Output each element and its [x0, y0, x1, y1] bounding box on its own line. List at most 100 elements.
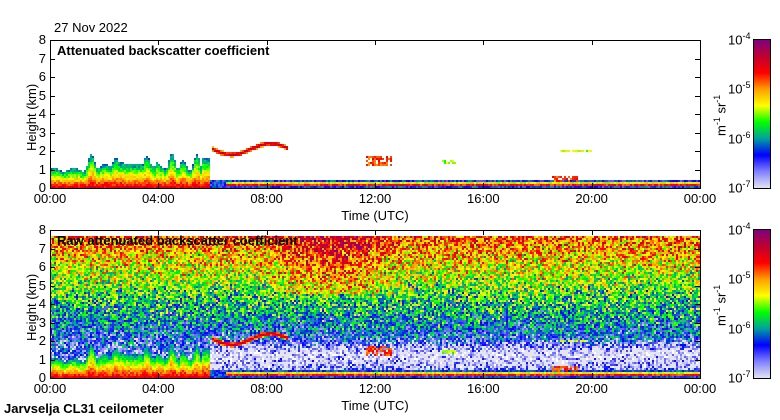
panel-1-y-tick-right: [695, 95, 700, 97]
tick-base: 10: [728, 222, 743, 238]
panel-2-x-tick-label: 00:00: [683, 381, 717, 396]
panel-2-y-tick: [50, 378, 55, 379]
panel-2-x-tick: [700, 373, 701, 378]
panel-2-y-tick: [50, 341, 55, 342]
panel-2-y-tick-label: 2: [38, 333, 46, 348]
panel-2-y-tick-right: [695, 304, 700, 305]
panel-2-y-tick: [50, 230, 55, 231]
panel-2-y-axis-label: Height (km): [24, 273, 39, 341]
panel-1-x-tick-label: 12:00: [358, 191, 392, 206]
tick-base: 10: [728, 130, 743, 146]
tick-exponent: -4: [742, 31, 751, 41]
panel-2-y-tick-right: [695, 359, 700, 361]
panel-2-x-tick-top: [266, 230, 268, 235]
panel-1-y-tick: [50, 114, 55, 115]
panel-1-title: Attenuated backscatter coefficient: [57, 43, 270, 58]
panel-1-x-tick: [158, 183, 160, 188]
panel-1-colorbar-unit: m-1 sr-1: [712, 94, 729, 136]
panel-2-x-tick: [483, 373, 485, 378]
panel-1-y-tick-label: 4: [38, 106, 46, 121]
panel-2-y-tick-label: 3: [38, 314, 46, 330]
panel-1-x-tick: [700, 183, 701, 188]
panel-2-y-tick-label: 0: [38, 370, 46, 385]
panel-2-title: Raw attenuated backscatter coefficient: [57, 233, 298, 248]
panel-2-x-tick: [50, 373, 51, 378]
panel-1-colorbar-tick-label: 10-6: [728, 130, 750, 146]
panel-2-y-tick: [50, 359, 55, 361]
panel-2-y-tick-right: [695, 230, 700, 231]
panel-1-y-tick: [50, 77, 55, 78]
panel-1-x-tick-top: [266, 40, 268, 45]
panel-2-y-tick-label: 5: [38, 277, 46, 293]
panel-2-colorbar: [754, 230, 770, 378]
panel-2-y-tick: [50, 248, 55, 250]
panel-1-y-tick-label: 1: [38, 161, 46, 177]
panel-2-colorbar-tick-label: 10-4: [728, 221, 750, 237]
panel-2-x-tick-label: 16:00: [467, 381, 500, 396]
panel-2-x-tick-label: 04:00: [142, 381, 175, 396]
panel-2-x-tick-label: 20:00: [575, 381, 608, 396]
tick-exponent: -6: [742, 129, 751, 140]
panel-2-colorbar-unit: m-1 sr-1: [712, 284, 729, 326]
panel-1-x-tick-label: 08:00: [250, 191, 283, 206]
panel-1-y-tick: [50, 132, 55, 134]
panel-2-y-tick: [50, 304, 55, 305]
panel-2-y-tick: [50, 322, 55, 324]
panel-1-heatmap: [50, 40, 700, 188]
panel-1-x-tick-label: 00:00: [33, 191, 67, 206]
panel-2-colorbar-tick-label: 10-6: [728, 320, 750, 336]
panel-1-x-tick: [375, 183, 376, 188]
panel-1-y-tick: [50, 151, 55, 152]
panel-2-x-tick: [158, 373, 160, 378]
panel-1-y-tick: [50, 58, 55, 60]
panel-2-y-tick-right: [695, 248, 700, 250]
panel-2-y-tick-label: 8: [38, 222, 46, 237]
panel-1-x-tick-label: 20:00: [575, 191, 608, 206]
panel-1-x-tick-top: [591, 40, 593, 45]
panel-2-x-tick-top: [50, 230, 51, 235]
panel-1-x-tick-top: [700, 40, 701, 45]
panel-1-y-tick-right: [695, 132, 700, 134]
panel-1-y-tick-label: 7: [38, 50, 46, 66]
panel-1-x-tick-top: [50, 40, 51, 45]
tick-exponent: -4: [742, 221, 751, 231]
panel-1-y-tick-right: [695, 114, 700, 115]
panel-1-x-tick-label: 00:00: [683, 191, 717, 206]
panel-1-y-tick-right: [695, 188, 700, 189]
panel-1-colorbar-tick-label: 10-7: [728, 179, 750, 195]
panel-1-x-axis-label: Time (UTC): [341, 208, 409, 223]
panel-2-y-tick: [50, 285, 55, 287]
panel-1-x-tick-label: 16:00: [467, 191, 500, 206]
panel-1-x-tick-top: [158, 40, 160, 45]
tick-base: 10: [728, 81, 743, 97]
panel-2-y-tick-label: 6: [38, 259, 46, 274]
panel-1-y-tick-label: 0: [38, 180, 46, 195]
tick-base: 10: [728, 271, 743, 287]
instrument-label: Jarvselja CL31 ceilometer: [4, 401, 164, 416]
panel-1-y-tick: [50, 169, 55, 171]
panel-1-x-tick-label: 04:00: [142, 191, 175, 206]
panel-2-x-tick-top: [375, 230, 376, 235]
date-label: 27 Nov 2022: [54, 20, 128, 35]
panel-1-y-tick-label: 6: [38, 69, 46, 84]
panel-1-y-tick-right: [695, 151, 700, 152]
panel-2-x-tick: [591, 373, 593, 378]
tick-exponent: -6: [742, 319, 751, 330]
panel-2-y-tick: [50, 267, 55, 268]
panel-1-y-tick: [50, 188, 55, 189]
tick-exponent: -7: [742, 179, 751, 189]
tick-base: 10: [728, 370, 743, 386]
panel-1-x-tick-top: [483, 40, 485, 45]
panel-2-y-tick-right: [695, 322, 700, 324]
panel-1-y-tick: [50, 95, 55, 97]
panel-2-y-tick-right: [695, 267, 700, 268]
tick-exponent: -5: [742, 80, 751, 91]
panel-1-x-tick: [591, 183, 593, 188]
tick-base: 10: [728, 32, 743, 48]
tick-exponent: -5: [742, 270, 751, 281]
panel-2-y-tick-label: 4: [38, 296, 46, 311]
panel-2-x-tick: [375, 373, 376, 378]
panel-1-colorbar-tick-label: 10-5: [728, 80, 750, 96]
panel-1-y-tick-label: 3: [38, 124, 46, 140]
panel-2-colorbar-tick-label: 10-7: [728, 369, 750, 385]
